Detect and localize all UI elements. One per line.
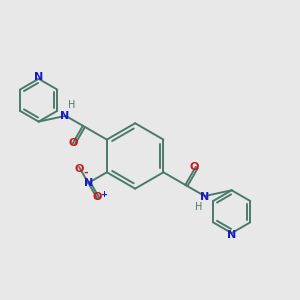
Text: -: - <box>83 167 88 177</box>
Text: +: + <box>100 190 107 199</box>
Text: O: O <box>190 162 199 172</box>
Text: N: N <box>227 230 236 240</box>
Text: N: N <box>200 192 209 202</box>
Text: H: H <box>68 100 76 110</box>
Text: O: O <box>93 192 102 202</box>
Text: N: N <box>84 178 93 188</box>
Text: H: H <box>195 202 202 212</box>
Text: O: O <box>68 139 78 148</box>
Text: N: N <box>60 111 70 121</box>
Text: O: O <box>74 164 84 174</box>
Text: N: N <box>34 72 43 82</box>
